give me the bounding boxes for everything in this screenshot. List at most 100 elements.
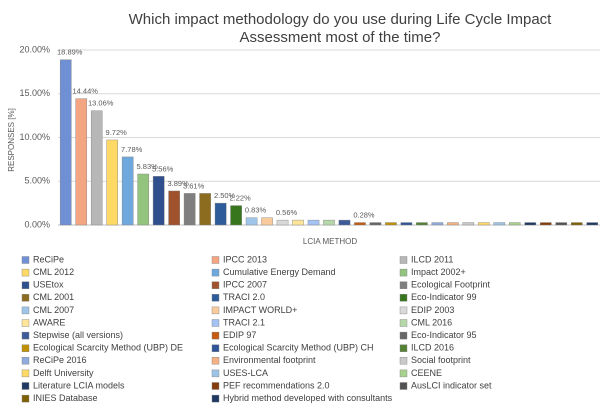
bar: [447, 222, 459, 226]
legend-swatch: [21, 331, 30, 340]
legend-swatch: [211, 294, 220, 302]
bar: [586, 222, 599, 226]
legend-label: ILCD 2011: [411, 254, 453, 264]
bar: [369, 222, 382, 226]
value-label: 5.56%: [152, 164, 174, 173]
legend-swatch: [399, 331, 408, 340]
bar: [121, 156, 134, 226]
legend-swatch: [399, 268, 408, 277]
bar: [400, 222, 413, 226]
legend-label: ReCiPe: [33, 254, 64, 264]
chart-title: Assessment most of the time?: [240, 29, 441, 46]
legend-label: Ecological Scarcity Method (UBP) CH: [223, 343, 374, 353]
legend-swatch: [211, 331, 220, 340]
legend-swatch: [399, 306, 408, 315]
legend-label: CEENE: [411, 368, 442, 378]
bar: [524, 222, 537, 226]
bar: [385, 222, 397, 226]
bar: [106, 139, 118, 226]
legend-swatch: [399, 382, 408, 390]
value-label: 14.44%: [73, 87, 99, 96]
legend-label: Social footprint: [411, 355, 471, 365]
legend-label: ILCD 2016: [411, 343, 454, 353]
bar: [245, 217, 258, 226]
y-axis-label: RESPONSES [%]: [7, 108, 16, 172]
legend-swatch: [21, 306, 30, 315]
value-label: 2.22%: [229, 194, 251, 203]
y-tick-label: 0.00%: [24, 219, 50, 229]
legend-swatch: [399, 357, 408, 365]
legend-swatch: [21, 394, 30, 403]
bar: [555, 222, 568, 226]
bar: [59, 59, 72, 226]
value-label: 2.50%: [214, 191, 236, 200]
legend-label: Literature LCIA models: [33, 380, 125, 390]
value-label: 0.56%: [276, 208, 298, 217]
legend-swatch: [21, 281, 30, 289]
value-label: 9.72%: [106, 128, 128, 137]
bar: [354, 222, 366, 226]
legend-label: Environmental footprint: [223, 355, 316, 365]
legend-label: EDIP 97: [223, 330, 256, 340]
bar: [230, 205, 242, 226]
chart-title: Which impact methodology do you use duri…: [129, 11, 553, 28]
bar: [152, 176, 165, 226]
value-label: 3.89%: [168, 179, 190, 188]
legend-swatch: [399, 319, 408, 327]
legend-swatch: [399, 369, 408, 378]
y-tick-label: 5.00%: [24, 176, 50, 186]
legend-label: CML 2016: [411, 317, 452, 327]
legend-label: IMPACT WORLD+: [223, 305, 297, 315]
bar: [478, 222, 490, 226]
bar: [183, 193, 196, 226]
bar: [338, 219, 351, 226]
value-label: 5.83%: [137, 162, 159, 171]
legend-label: Ecological Footprint: [411, 280, 491, 290]
legend-swatch: [21, 344, 30, 352]
bar: [137, 173, 149, 226]
legend-swatch: [21, 319, 30, 327]
legend-label: IPCC 2013: [223, 254, 267, 264]
bar: [199, 193, 211, 226]
bar: [214, 202, 227, 226]
legend-label: EDIP 2003: [411, 305, 454, 315]
legend-label: INIES Database: [33, 393, 98, 403]
legend-label: Impact 2002+: [411, 267, 466, 277]
legend-swatch: [211, 268, 220, 277]
bar: [509, 222, 521, 226]
bar: [307, 219, 320, 226]
bar: [261, 217, 273, 226]
legend-label: TRACI 2.0: [223, 292, 265, 302]
legend-label: Hybrid method developed with consultants: [223, 393, 393, 403]
legend-swatch: [211, 394, 220, 403]
legend-label: ReCiPe 2016: [33, 355, 87, 365]
legend-label: PEF recommendations 2.0: [223, 380, 330, 390]
legend-label: CML 2001: [33, 292, 74, 302]
y-tick-label: 15.00%: [19, 88, 50, 98]
value-label: 13.06%: [88, 99, 114, 108]
bar: [540, 222, 552, 226]
legend-label: USEtox: [33, 280, 64, 290]
value-label: 3.61%: [183, 181, 205, 190]
legend-label: Ecological Scarcity Method (UBP) DE: [33, 343, 183, 353]
legend-label: AWARE: [33, 317, 65, 327]
bar: [323, 219, 335, 226]
bar: [292, 219, 304, 226]
legend-swatch: [211, 319, 220, 327]
legend-swatch: [21, 256, 30, 264]
bar: [168, 190, 180, 226]
legend-swatch: [21, 369, 30, 378]
bar: [462, 222, 475, 226]
legend-swatch: [211, 357, 220, 365]
legend-swatch: [211, 344, 220, 352]
legend-swatch: [211, 369, 220, 378]
bar: [431, 222, 444, 226]
y-tick-label: 20.00%: [19, 44, 50, 54]
legend-swatch: [211, 306, 220, 315]
value-label: 7.78%: [121, 145, 143, 154]
legend-label: USES-LCA: [223, 368, 268, 378]
legend-swatch: [21, 382, 30, 390]
legend-swatch: [211, 382, 220, 390]
legend-label: CML 2007: [33, 305, 74, 315]
